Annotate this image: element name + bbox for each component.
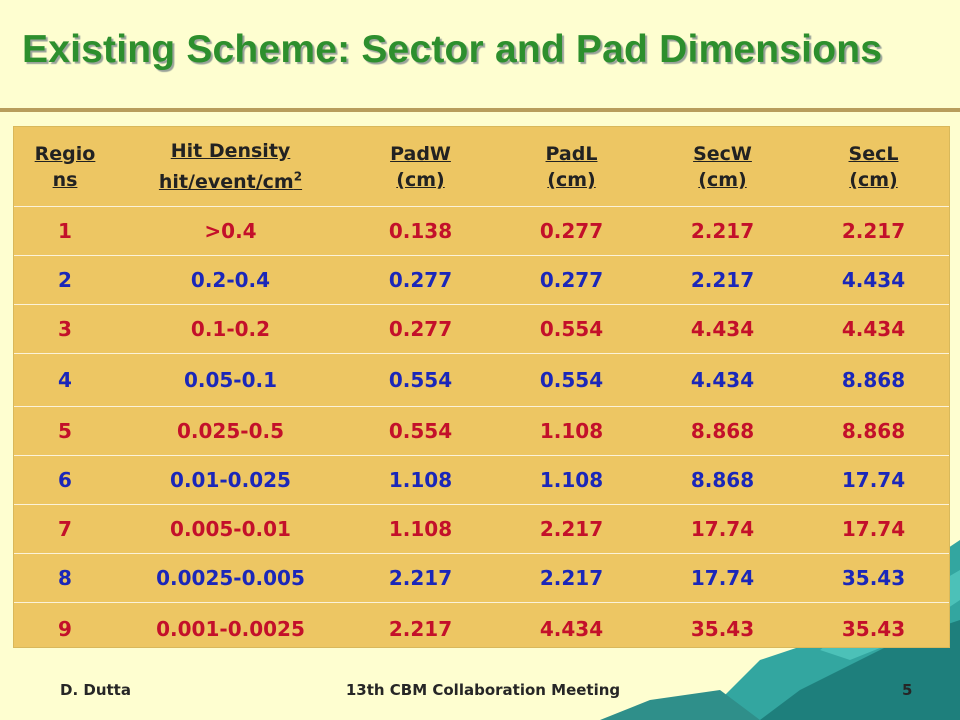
table-cell: 2 <box>14 255 116 305</box>
table-cell: 35.43 <box>798 553 949 603</box>
table-cell: 0.2-0.4 <box>116 255 345 305</box>
table-cell: 4.434 <box>798 304 949 354</box>
table-cell: 0.554 <box>496 353 647 407</box>
table-cell: 2.217 <box>798 206 949 256</box>
table-cell: 35.43 <box>798 602 949 655</box>
table-cell: 0.554 <box>345 353 496 407</box>
table-cell: 9 <box>14 602 116 655</box>
table-cell: 0.554 <box>496 304 647 354</box>
table-cell: 0.138 <box>345 206 496 256</box>
table-body: 1 >0.4 0.138 0.277 2.217 2.217 2 0.2-0.4 0.277 0.… <box>14 206 949 655</box>
header-secw: SecW (cm) <box>693 142 752 191</box>
title-divider <box>0 108 960 112</box>
footer-author: D. Dutta <box>60 681 131 699</box>
footer-page-number: 5 <box>902 681 913 699</box>
table-cell: 4.434 <box>647 353 798 407</box>
table-cell: 17.74 <box>798 504 949 554</box>
table-cell: 0.001-0.0025 <box>116 602 345 655</box>
table-cell: 3 <box>14 304 116 354</box>
table-cell: 0.005-0.01 <box>116 504 345 554</box>
header-hit-density: Hit Density hit/event/cm2 <box>158 139 303 194</box>
table-cell: 8.868 <box>647 455 798 505</box>
header-secl: SecL (cm) <box>848 142 899 191</box>
table-row: 7 0.005-0.01 1.108 2.217 17.74 17.74 <box>14 504 949 554</box>
table-cell: 2.217 <box>496 553 647 603</box>
table-cell: 8.868 <box>798 406 949 456</box>
table-cell: 8.868 <box>647 406 798 456</box>
slide-title: Existing Scheme: Sector and Pad Dimensio… <box>22 28 883 71</box>
table-cell: 0.1-0.2 <box>116 304 345 354</box>
footer-meeting: 13th CBM Collaboration Meeting <box>345 681 621 699</box>
header-padw: PadW (cm) <box>390 142 451 191</box>
table-cell: 17.74 <box>647 553 798 603</box>
table-cell: 4.434 <box>496 602 647 655</box>
table-cell: 5 <box>14 406 116 456</box>
table-cell: 4.434 <box>647 304 798 354</box>
table-cell: 17.74 <box>798 455 949 505</box>
table-row: 6 0.01-0.025 1.108 1.108 8.868 17.74 <box>14 455 949 505</box>
table-cell: 0.554 <box>345 406 496 456</box>
dimensions-table-container: Regio ns Hit Density hit/event/cm2 PadW … <box>14 127 949 655</box>
dimensions-table: Regio ns Hit Density hit/event/cm2 PadW … <box>14 127 949 655</box>
table-cell: 1.108 <box>496 406 647 456</box>
table-cell: 17.74 <box>647 504 798 554</box>
table-cell: 2.217 <box>496 504 647 554</box>
table-cell: 0.277 <box>345 304 496 354</box>
table-row: 4 0.05-0.1 0.554 0.554 4.434 8.868 <box>14 353 949 407</box>
header-padl: PadL (cm) <box>545 142 598 191</box>
table-cell: 0.05-0.1 <box>116 353 345 407</box>
table-cell: 0.277 <box>496 255 647 305</box>
table-cell: 0.025-0.5 <box>116 406 345 456</box>
table-row: 5 0.025-0.5 0.554 1.108 8.868 8.868 <box>14 406 949 456</box>
table-cell: 7 <box>14 504 116 554</box>
table-row: 2 0.2-0.4 0.277 0.277 2.217 4.434 <box>14 255 949 305</box>
table-cell: 35.43 <box>647 602 798 655</box>
table-cell: 0.0025-0.005 <box>116 553 345 603</box>
table-cell: 1.108 <box>345 504 496 554</box>
table-cell: 0.277 <box>496 206 647 256</box>
table-cell: 0.277 <box>345 255 496 305</box>
table-cell: 2.217 <box>647 206 798 256</box>
table-cell: 1.108 <box>496 455 647 505</box>
table-cell: 2.217 <box>647 255 798 305</box>
table-cell: 4 <box>14 353 116 407</box>
table-cell: 6 <box>14 455 116 505</box>
table-cell: 1.108 <box>345 455 496 505</box>
table-header-row: Regio ns Hit Density hit/event/cm2 PadW … <box>14 127 949 207</box>
table-row: 8 0.0025-0.005 2.217 2.217 17.74 35.43 <box>14 553 949 603</box>
table-row: 9 0.001-0.0025 2.217 4.434 35.43 35.43 <box>14 602 949 655</box>
table-cell: 2.217 <box>345 602 496 655</box>
table-cell: 2.217 <box>345 553 496 603</box>
table-cell: 8.868 <box>798 353 949 407</box>
table-cell: 4.434 <box>798 255 949 305</box>
table-row: 1 >0.4 0.138 0.277 2.217 2.217 <box>14 206 949 256</box>
table-row: 3 0.1-0.2 0.277 0.554 4.434 4.434 <box>14 304 949 354</box>
header-regions: Regio ns <box>34 142 96 191</box>
table-cell: 8 <box>14 553 116 603</box>
table-cell: 1 <box>14 206 116 256</box>
table-cell: 0.01-0.025 <box>116 455 345 505</box>
table-cell: >0.4 <box>116 206 345 256</box>
